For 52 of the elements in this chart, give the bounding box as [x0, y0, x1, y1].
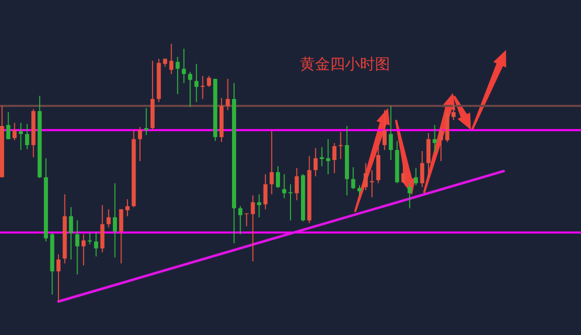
candlestick [238, 206, 242, 235]
candlestick [182, 48, 186, 84]
candlestick [169, 43, 174, 74]
candlestick [432, 124, 437, 153]
candlestick [112, 182, 117, 258]
candlestick [438, 126, 444, 162]
candlestick [88, 232, 92, 245]
candlestick [82, 234, 86, 266]
candlestick [314, 148, 318, 177]
candlestick [176, 56, 180, 95]
candlestick [194, 63, 198, 103]
candlestick [188, 71, 192, 108]
candlestick [351, 166, 356, 190]
candlestick [414, 168, 418, 186]
candlestick [357, 184, 362, 196]
candlestick [282, 174, 286, 199]
candlestick [206, 76, 212, 88]
candlestick [326, 138, 330, 175]
candlestick [25, 123, 30, 150]
candlestick [250, 194, 255, 262]
candlestick [56, 254, 61, 302]
candlestick [263, 174, 268, 210]
text: 黄金四小时图 [300, 55, 390, 74]
candlestick [12, 122, 17, 141]
candlestick [68, 206, 74, 260]
candlestick [294, 168, 299, 201]
candlestick [125, 198, 130, 217]
candlestick [94, 232, 98, 257]
candlestick [276, 166, 280, 189]
candlestick [338, 131, 343, 160]
candlestick [364, 162, 368, 191]
candlestick [106, 208, 111, 228]
candlestick [452, 104, 456, 121]
candlestick [332, 142, 336, 174]
candlestick [320, 146, 324, 167]
candlestick [408, 182, 412, 209]
candlestick [420, 150, 424, 188]
candlestick [200, 76, 205, 100]
candlestick [270, 130, 274, 195]
candlestick [382, 110, 387, 150]
candlestick [144, 107, 148, 136]
candlestick [370, 170, 374, 198]
candlestick [75, 220, 80, 275]
candlestick [119, 208, 124, 264]
candlestick [138, 126, 142, 162]
candlestick [18, 122, 23, 150]
candlestick [388, 105, 393, 161]
candlestick [401, 164, 406, 184]
candlestick [288, 184, 293, 221]
candlestick [426, 132, 430, 178]
candlestick [6, 112, 10, 140]
candlestick [226, 78, 230, 111]
